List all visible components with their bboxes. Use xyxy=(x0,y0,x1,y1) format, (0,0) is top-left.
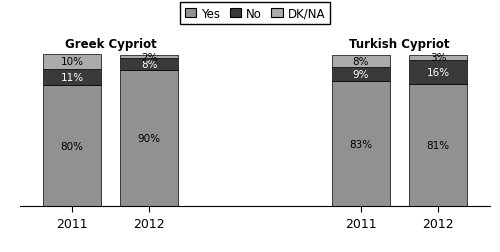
Bar xyxy=(332,68,390,82)
Text: 3%: 3% xyxy=(430,53,446,63)
Bar xyxy=(409,60,467,85)
Bar xyxy=(332,56,390,68)
Text: 9%: 9% xyxy=(352,70,369,80)
Text: 11%: 11% xyxy=(60,73,84,83)
Bar xyxy=(43,86,101,207)
Text: 90%: 90% xyxy=(138,134,160,144)
Text: 10%: 10% xyxy=(60,57,84,67)
Bar xyxy=(120,71,178,207)
Text: 80%: 80% xyxy=(60,141,84,151)
Text: 8%: 8% xyxy=(352,57,369,67)
Bar xyxy=(43,54,101,70)
Bar xyxy=(409,56,467,60)
Bar xyxy=(43,70,101,86)
Bar xyxy=(409,85,467,207)
Text: 2%: 2% xyxy=(141,52,158,62)
Text: 16%: 16% xyxy=(426,68,450,77)
Legend: Yes, No, DK/NA: Yes, No, DK/NA xyxy=(180,3,330,25)
Text: 81%: 81% xyxy=(426,141,450,151)
Bar xyxy=(332,82,390,207)
Text: Turkish Cypriot: Turkish Cypriot xyxy=(349,38,450,51)
Bar xyxy=(120,59,178,71)
Text: 8%: 8% xyxy=(141,60,158,70)
Text: 83%: 83% xyxy=(350,139,372,149)
Bar xyxy=(120,56,178,59)
Text: Greek Cypriot: Greek Cypriot xyxy=(64,38,156,51)
